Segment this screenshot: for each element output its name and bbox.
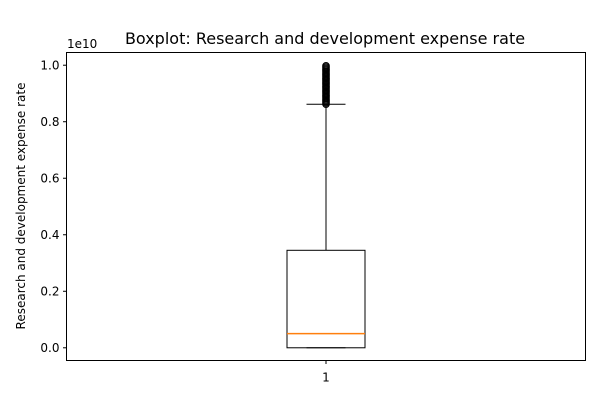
plot-frame [66, 52, 586, 361]
chart-title: Boxplot: Research and development expens… [125, 29, 525, 48]
outlier-point [322, 61, 330, 70]
y-tick-label: 1.0 [40, 59, 59, 73]
box-iqr [286, 249, 366, 349]
x-tick-label: 1 [322, 371, 330, 385]
y-tick-label: 0.4 [40, 228, 59, 242]
y-tick-label: 0.2 [40, 285, 59, 299]
y-axis-label: Research and development expense rate [14, 83, 28, 330]
y-tick-label: 0.6 [40, 172, 59, 186]
y-tick-label: 0.0 [40, 341, 59, 355]
y-axis-offset-label: 1e10 [67, 37, 97, 51]
plot-area: 0.0 0.2 0.4 0.6 0.8 1.0 1 [40, 59, 366, 385]
y-tick-label: 0.8 [40, 115, 59, 129]
